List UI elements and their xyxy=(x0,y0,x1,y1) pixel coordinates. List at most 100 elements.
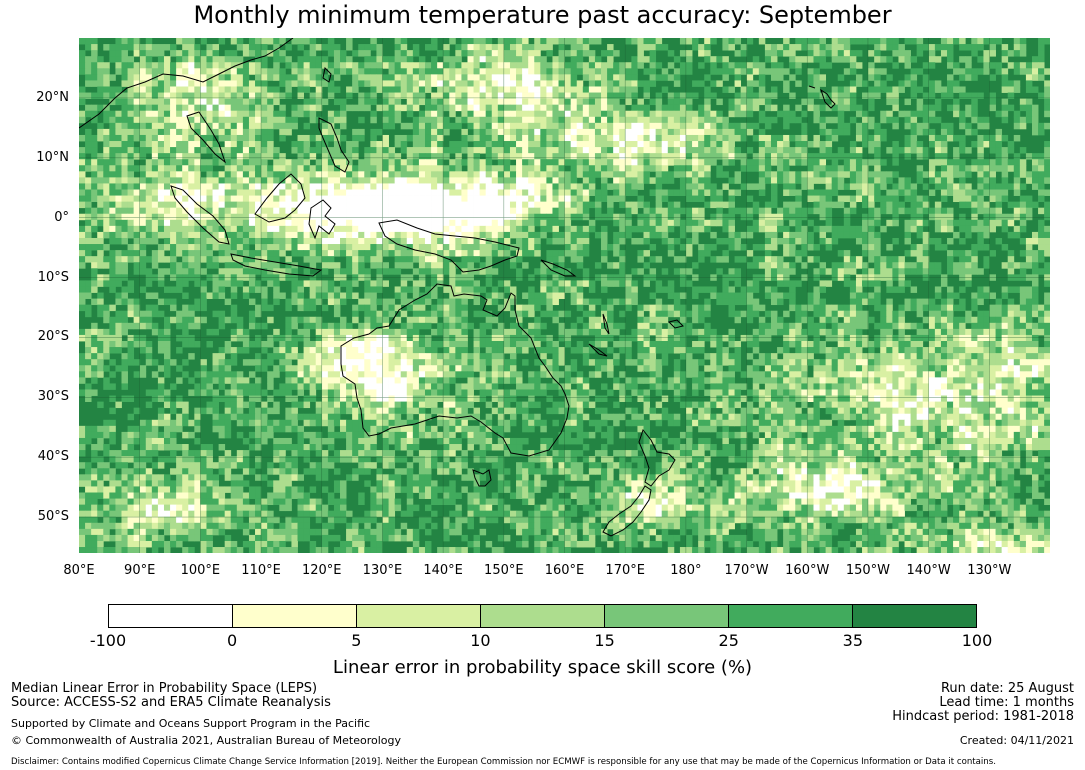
skill-cell xyxy=(898,110,905,118)
skill-cell xyxy=(564,62,572,69)
skill-cell xyxy=(315,237,323,245)
skill-cell xyxy=(989,213,996,221)
skill-cell xyxy=(467,159,474,166)
skill-cell xyxy=(758,62,766,69)
skill-cell xyxy=(576,44,584,51)
skill-cell xyxy=(947,159,954,166)
skill-cell xyxy=(1013,62,1021,69)
skill-cell xyxy=(637,237,644,245)
skill-cell xyxy=(145,74,153,81)
skill-cell xyxy=(248,44,256,51)
skill-cell xyxy=(1038,219,1045,227)
skill-cell xyxy=(139,165,147,172)
skill-cell xyxy=(722,213,729,221)
skill-cell xyxy=(418,62,426,69)
skill-cell xyxy=(151,110,159,118)
skill-cell xyxy=(340,62,347,69)
skill-cell xyxy=(880,116,887,124)
skill-cell xyxy=(661,177,669,184)
skill-cell xyxy=(643,225,650,233)
skill-cell xyxy=(267,134,274,142)
skill-cell xyxy=(376,44,383,51)
skill-cell xyxy=(959,183,966,190)
skill-cell xyxy=(103,110,110,118)
skill-cell xyxy=(601,189,608,196)
skill-cell xyxy=(734,92,742,99)
skill-cell xyxy=(1019,165,1027,172)
skill-cell xyxy=(145,256,153,263)
skill-cell xyxy=(443,165,450,172)
skill-cell xyxy=(194,250,201,257)
skill-cell xyxy=(813,110,820,118)
skill-cell xyxy=(418,80,426,87)
skill-cell xyxy=(837,171,845,178)
skill-cell xyxy=(406,147,414,154)
skill-cell xyxy=(770,74,778,81)
skill-cell xyxy=(394,201,402,209)
skill-cell xyxy=(503,141,511,148)
skill-cell xyxy=(194,280,201,287)
skill-cell xyxy=(928,128,936,136)
skill-cell xyxy=(206,207,213,215)
skill-cell xyxy=(376,62,383,69)
skill-cell xyxy=(534,56,541,63)
skill-cell xyxy=(455,231,462,239)
skill-cell xyxy=(540,147,547,154)
skill-cell xyxy=(358,231,365,239)
skill-cell xyxy=(437,86,444,93)
skill-cell xyxy=(412,153,420,160)
skill-cell xyxy=(631,153,638,160)
skill-cell xyxy=(516,134,523,142)
skill-cell xyxy=(248,280,256,287)
skill-cell xyxy=(491,122,499,130)
skill-cell xyxy=(734,237,742,245)
skill-cell xyxy=(874,134,881,142)
skill-cell xyxy=(303,153,311,160)
skill-cell xyxy=(406,86,414,93)
skill-cell xyxy=(352,80,359,87)
skill-cell xyxy=(734,231,742,239)
skill-cell xyxy=(862,231,869,239)
skill-cell xyxy=(983,201,990,209)
skill-cell xyxy=(734,98,742,106)
skill-cell xyxy=(109,74,116,81)
skill-cell xyxy=(989,50,996,57)
skill-cell xyxy=(79,213,86,221)
skill-cell xyxy=(582,86,590,93)
skill-cell xyxy=(424,68,432,75)
skill-cell xyxy=(212,256,220,263)
skill-cell xyxy=(813,74,820,81)
skill-cell xyxy=(163,231,171,239)
skill-cell xyxy=(497,122,505,130)
skill-cell xyxy=(151,159,159,166)
skill-cell xyxy=(418,262,426,269)
skill-cell xyxy=(437,268,444,275)
skill-cell xyxy=(673,104,681,112)
skill-cell xyxy=(431,68,438,75)
skill-cell xyxy=(868,98,875,106)
skill-cell xyxy=(443,92,450,99)
skill-cell xyxy=(358,92,365,99)
skill-cell xyxy=(285,262,292,269)
skill-cell xyxy=(297,104,304,112)
skill-cell xyxy=(655,207,663,215)
skill-cell xyxy=(267,268,274,275)
skill-cell xyxy=(121,56,128,63)
skill-cell xyxy=(267,171,274,178)
skill-cell xyxy=(582,153,590,160)
skill-cell xyxy=(133,183,141,190)
skill-cell xyxy=(418,110,426,118)
skill-cell xyxy=(582,268,590,275)
skill-cell xyxy=(625,213,632,221)
skill-cell xyxy=(261,189,268,196)
skill-cell xyxy=(631,62,638,69)
skill-cell xyxy=(188,189,195,196)
skill-cell xyxy=(285,80,292,87)
skill-cell xyxy=(777,153,784,160)
skill-cell xyxy=(424,189,432,196)
skill-cell xyxy=(947,38,954,45)
skill-cell xyxy=(843,44,851,51)
skill-cell xyxy=(297,219,304,227)
skill-cell xyxy=(388,244,396,251)
skill-cell xyxy=(855,177,863,184)
